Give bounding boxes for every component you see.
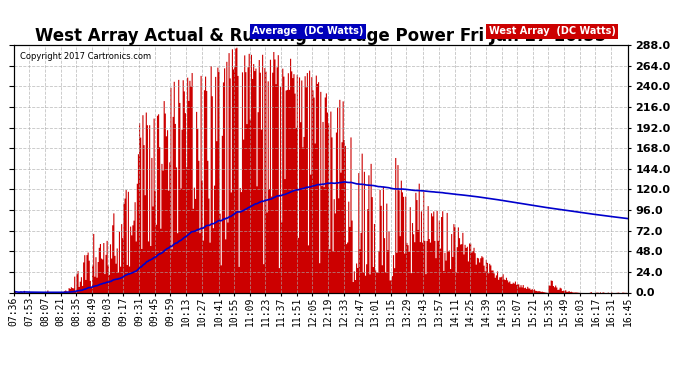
Title: West Array Actual & Running Average Power Fri Jan 27 16:55: West Array Actual & Running Average Powe…: [35, 27, 607, 45]
Text: Copyright 2017 Cartronics.com: Copyright 2017 Cartronics.com: [20, 53, 151, 62]
Text: Average  (DC Watts): Average (DC Watts): [253, 26, 364, 36]
Text: West Array  (DC Watts): West Array (DC Watts): [489, 26, 615, 36]
